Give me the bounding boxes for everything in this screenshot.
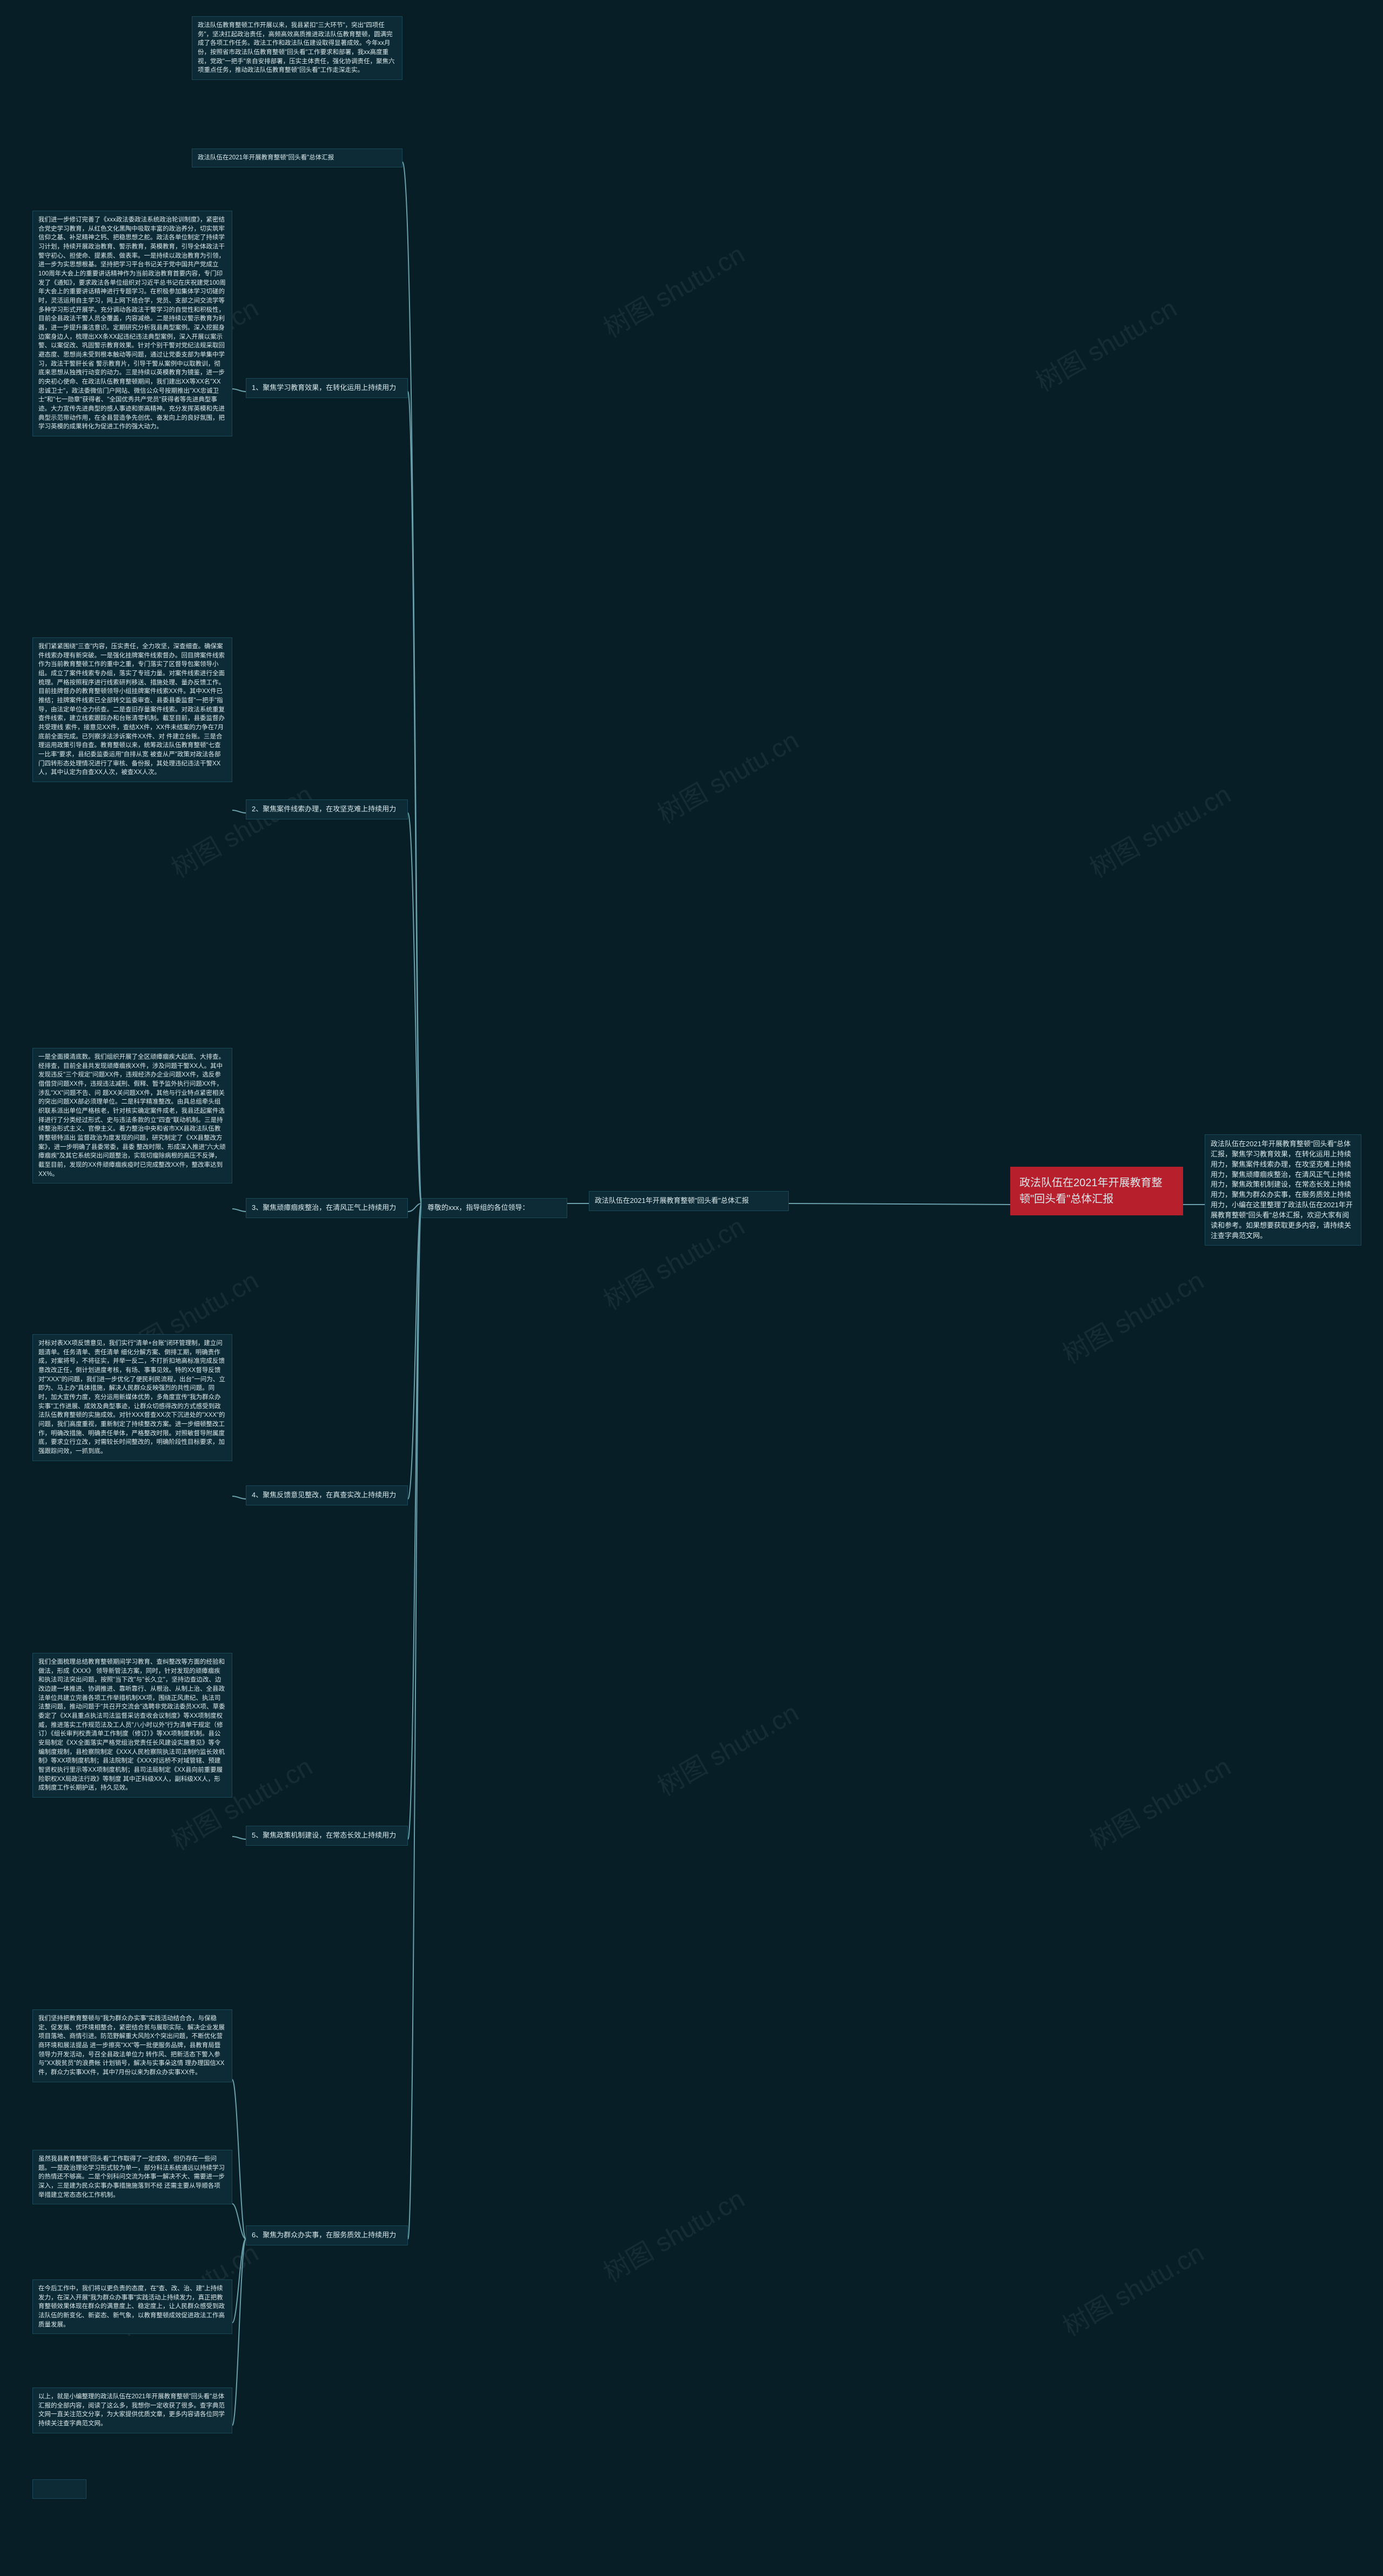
section-2-label[interactable]: 2、聚焦案件线索办理，在攻坚克难上持续用力 [246,799,408,819]
watermark: 树图 shutu.cn [649,1692,804,1803]
watermark: 树图 shutu.cn [1082,774,1237,885]
watermark: 树图 shutu.cn [1082,1746,1237,1857]
watermark: 树图 shutu.cn [1028,287,1183,399]
watermark: 树图 shutu.cn [1055,1260,1210,1371]
section-3-body: 一是全面摸清底数。我们组织开展了全区顽瘴痼疾大起底、大排查。经排查，目前全县共发… [32,1048,232,1183]
section-4-body: 对标对表XX项反馈意见，我们实行"清单+台账"闭环管理制，建立问题清单。任务清单… [32,1334,232,1461]
section-1-label[interactable]: 1、聚焦学习教育效果，在转化运用上持续用力 [246,378,408,398]
section-5-label[interactable]: 5、聚焦政策机制建设，在常态长效上持续用力 [246,1826,408,1846]
section-6-label[interactable]: 6、聚焦为群众办实事，在服务质效上持续用力 [246,2225,408,2245]
section-6-body-1: 我们坚持把教育整顿与"我为群众办实事"实践活动结合合，与保稳定、促发展、优环境相… [32,2009,232,2082]
watermark: 树图 shutu.cn [1055,2232,1210,2343]
summary-node: 政法队伍在2021年开展教育整顿"回头看"总体汇报，聚焦学习教育效果，在转化运用… [1205,1134,1361,1246]
intro-top-node: 政法队伍教育整顿工作开展以来，我县紧扣"三大环节"，突出"四项任务"，坚决扛起政… [192,16,402,80]
footer-blank-node [32,2479,86,2499]
parent-node[interactable]: 政法队伍在2021年开展教育整顿"回头看"总体汇报 [589,1191,789,1211]
root-node[interactable]: 政法队伍在2021年开展教育整顿"回头看"总体汇报 [1010,1167,1183,1215]
leader-node: 尊敬的xxx，指导组的各位领导： [421,1198,567,1218]
watermark: 树图 shutu.cn [595,1206,750,1317]
section-6-body-2: 虽然我县教育整顿"回头看"工作取得了一定成效，但仍存在一些问题。一是政治理论学习… [32,2150,232,2204]
section-1-body: 我们进一步修订完善了《xxx政法委政法系统政治轮训制度》，紧密结合党史学习教育，… [32,211,232,436]
section-6-body-4: 以上，就是小编整理的政法队伍在2021年开展教育整顿"回头看"总体汇报的全部内容… [32,2387,232,2433]
intro-sub-node: 政法队伍在2021年开展教育整顿"回头看"总体汇报 [192,149,402,167]
watermark: 树图 shutu.cn [595,2178,750,2289]
section-6-body-3: 在今后工作中，我们将以更负责的态度，在"查、改、治、建"上持续发力，在深入开展"… [32,2279,232,2334]
section-2-body: 我们紧紧围绕"三查"内容，压实责任，全力攻坚，深查细查。确保案件线索办理有新突破… [32,637,232,782]
section-5-body: 我们全面梳理总结教育整顿期间学习教育、查纠整改等方面的经验和做法，形成《XXX》… [32,1653,232,1798]
watermark: 树图 shutu.cn [163,774,318,885]
watermark: 树图 shutu.cn [649,719,804,831]
section-4-label[interactable]: 4、聚焦反馈意见整改，在真查实改上持续用力 [246,1485,408,1505]
section-3-label[interactable]: 3、聚焦顽瘴痼疾整治，在清风正气上持续用力 [246,1198,408,1218]
watermark: 树图 shutu.cn [595,233,750,345]
